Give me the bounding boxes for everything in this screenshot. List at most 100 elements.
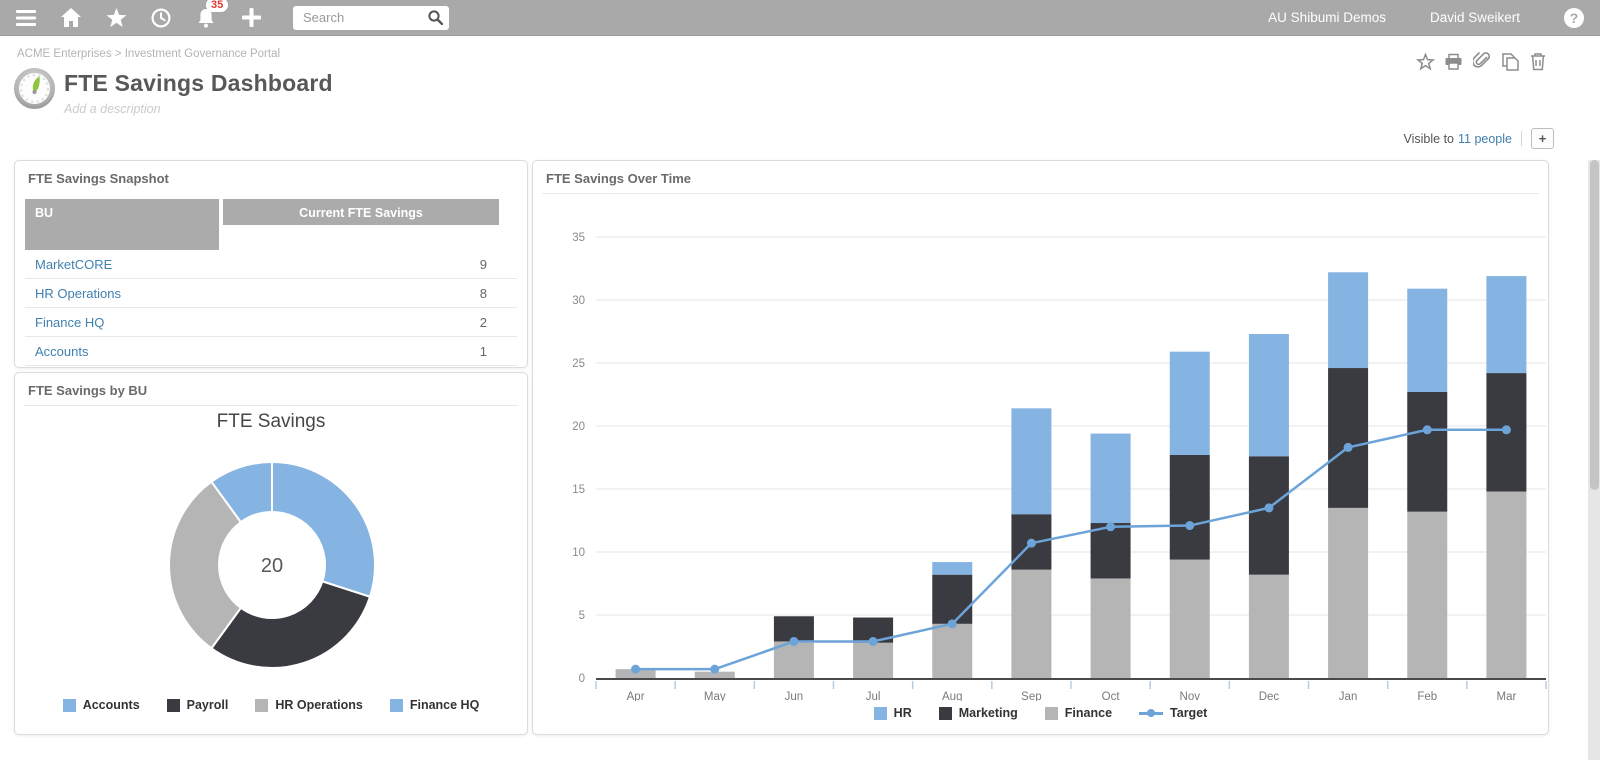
bu-link[interactable]: HR Operations: [35, 285, 121, 301]
bar-segment-hr-oct[interactable]: [1090, 433, 1131, 524]
bar-segment-hr-dec[interactable]: [1248, 334, 1289, 457]
legend-item-payroll[interactable]: Payroll: [166, 698, 228, 712]
bar-segment-hr-feb[interactable]: [1407, 288, 1448, 392]
donut-slice-accounts[interactable]: [271, 460, 376, 599]
visible-to-people-link[interactable]: 11 people: [1458, 131, 1512, 146]
help-icon[interactable]: ?: [1564, 7, 1584, 28]
x-axis-label: Jan: [1339, 691, 1358, 701]
current-fte-savings-value: 9: [479, 256, 487, 272]
x-axis-label: Mar: [1497, 691, 1517, 701]
donut-slice-finance-hq[interactable]: [210, 460, 273, 524]
menu-icon[interactable]: [12, 4, 40, 32]
recent-icon[interactable]: [147, 4, 175, 32]
scrollbar-thumb[interactable]: [1589, 160, 1599, 490]
bar-segment-hr-aug[interactable]: [932, 562, 973, 575]
search-icon[interactable]: [428, 10, 443, 25]
bar-segment-finance-feb[interactable]: [1407, 511, 1448, 678]
copy-icon[interactable]: [1500, 52, 1519, 71]
bar-segment-finance-oct[interactable]: [1090, 578, 1131, 678]
attachment-icon[interactable]: [1472, 52, 1491, 71]
legend-dot: [1147, 709, 1156, 717]
bar-segment-finance-sep[interactable]: [1011, 569, 1052, 678]
favorites-icon[interactable]: [102, 4, 130, 32]
breadcrumb[interactable]: ACME Enterprises > Investment Governance…: [17, 48, 281, 60]
legend-label: Finance: [1064, 706, 1113, 720]
fte-savings-by-bu-panel: FTE Savings by BU FTE Savings 20 Account…: [14, 372, 528, 735]
bar-segment-marketing-feb[interactable]: [1407, 391, 1448, 512]
legend-label: Finance HQ: [409, 698, 480, 712]
target-marker-sep[interactable]: [1026, 538, 1036, 548]
home-icon[interactable]: [57, 4, 85, 32]
table-row: HR Operations 8: [25, 279, 517, 308]
bar-segment-finance-jan[interactable]: [1328, 507, 1369, 678]
bar-segment-marketing-nov[interactable]: [1169, 454, 1210, 560]
page-description-placeholder[interactable]: Add a description: [64, 102, 161, 116]
bar-segment-finance-dec[interactable]: [1248, 574, 1289, 678]
donut-slice-payroll[interactable]: [210, 580, 372, 669]
column-header-current-fte-savings[interactable]: Current FTE Savings: [223, 199, 499, 225]
legend-item-accounts[interactable]: Accounts: [62, 698, 140, 712]
x-axis-label: May: [704, 691, 726, 701]
legend-item-target[interactable]: Target: [1139, 706, 1207, 720]
print-icon[interactable]: [1444, 52, 1463, 71]
bar-segment-finance-aug[interactable]: [932, 623, 973, 678]
legend-item-finance-hq[interactable]: Finance HQ: [389, 698, 480, 712]
target-marker-jan[interactable]: [1343, 442, 1353, 452]
divider: [542, 193, 1539, 194]
legend-item-finance[interactable]: Finance: [1044, 706, 1113, 720]
vertical-scrollbar[interactable]: [1588, 160, 1600, 760]
bar-segment-marketing-aug[interactable]: [932, 574, 973, 624]
bar-segment-hr-jan[interactable]: [1328, 272, 1369, 369]
bar-segment-hr-mar[interactable]: [1486, 276, 1527, 374]
account-menu[interactable]: AU Shibumi Demos: [1268, 10, 1386, 25]
donut-center-total: 20: [261, 555, 283, 577]
target-marker-may[interactable]: [710, 664, 720, 674]
target-marker-apr[interactable]: [631, 664, 641, 674]
bar-segment-finance-jul[interactable]: [853, 642, 894, 678]
current-fte-savings-value: 1: [479, 343, 487, 359]
bu-link[interactable]: MarketCORE: [35, 256, 113, 272]
notifications-icon[interactable]: 35: [192, 0, 229, 32]
legend-item-hr-operations[interactable]: HR Operations: [255, 698, 363, 712]
target-marker-jul[interactable]: [868, 636, 878, 646]
fte-savings-over-time-panel: FTE Savings Over Time 0 5 10 15 20 25 30 35 Apr M…: [532, 160, 1549, 735]
x-axis-label: Feb: [1417, 691, 1437, 701]
add-member-button[interactable]: +: [1531, 128, 1554, 149]
legend-item-hr[interactable]: HR: [873, 706, 912, 720]
target-marker-oct[interactable]: [1106, 522, 1116, 532]
bar-segment-marketing-jan[interactable]: [1328, 368, 1369, 508]
bar-segment-finance-mar[interactable]: [1486, 491, 1527, 678]
donut-slice-hr-operations[interactable]: [168, 480, 243, 650]
bar-segment-hr-sep[interactable]: [1011, 408, 1052, 515]
target-line: [635, 428, 1507, 671]
target-marker-aug[interactable]: [947, 619, 957, 629]
y-axis-label: 25: [572, 358, 585, 370]
bar-segment-finance-may[interactable]: [694, 671, 735, 678]
x-axis-label: Jun: [785, 691, 804, 701]
search-input[interactable]: [301, 9, 428, 26]
column-header-bu[interactable]: BU: [25, 199, 219, 250]
delete-icon[interactable]: [1528, 52, 1547, 71]
bu-link[interactable]: Finance HQ: [35, 314, 105, 330]
favorite-icon[interactable]: [1416, 52, 1435, 71]
legend-item-marketing[interactable]: Marketing: [938, 706, 1018, 720]
panel-title: FTE Savings Over Time: [546, 171, 691, 186]
x-axis-label: Jul: [866, 691, 881, 701]
bu-link[interactable]: Accounts: [35, 343, 89, 359]
target-marker-jun[interactable]: [789, 636, 799, 646]
bar-segment-marketing-oct[interactable]: [1090, 523, 1131, 579]
donut-legend: Accounts Payroll HR Operations Finance HQ: [15, 698, 527, 712]
target-marker-nov[interactable]: [1185, 521, 1195, 531]
create-icon[interactable]: [237, 4, 265, 32]
bar-segment-hr-nov[interactable]: [1169, 351, 1210, 455]
current-fte-savings-value: 8: [479, 285, 487, 301]
x-axis-label: Sep: [1021, 691, 1041, 701]
target-marker-dec[interactable]: [1264, 503, 1274, 513]
bar-chart-legend: HR Marketing Finance Target: [533, 706, 1548, 720]
bar-segment-finance-nov[interactable]: [1169, 559, 1210, 678]
bar-segment-marketing-dec[interactable]: [1248, 456, 1289, 575]
target-marker-feb[interactable]: [1422, 425, 1432, 435]
bar-segment-finance-jun[interactable]: [773, 641, 814, 678]
user-menu[interactable]: David Sweikert: [1429, 10, 1520, 25]
target-marker-mar[interactable]: [1501, 425, 1511, 435]
